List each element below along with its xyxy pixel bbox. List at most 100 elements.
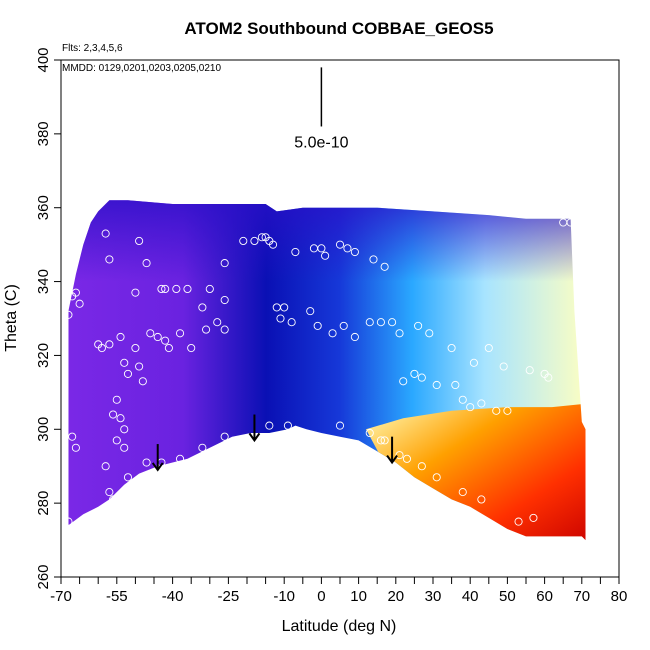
data-point <box>280 303 289 312</box>
y-tick-label: 320 <box>35 343 52 368</box>
x-axis-label: Latitude (deg N) <box>282 618 397 635</box>
data-point <box>335 421 345 430</box>
x-tick-label: -70 <box>50 588 72 605</box>
data-point <box>432 380 441 390</box>
data-point <box>97 343 106 353</box>
y-tick-label: 380 <box>35 121 52 146</box>
data-point <box>161 336 170 345</box>
data-point <box>306 307 315 316</box>
data-point <box>198 443 207 452</box>
data-point <box>395 451 404 460</box>
data-point <box>380 262 389 271</box>
terrain-arrows <box>151 414 398 472</box>
arrow-head <box>151 462 164 472</box>
flights-note: Flts: 2,3,4,5,6 <box>62 43 123 54</box>
data-point <box>213 318 222 327</box>
arrow-head <box>386 454 398 465</box>
data-point <box>71 288 80 297</box>
data-point <box>153 332 162 342</box>
data-point <box>395 329 404 338</box>
data-point <box>109 410 118 419</box>
data-point <box>544 373 553 382</box>
y-axis-label: Theta (C) <box>3 284 20 352</box>
data-point <box>64 310 73 319</box>
data-point <box>376 318 385 327</box>
data-point <box>432 473 441 482</box>
data-point <box>369 255 378 264</box>
data-point <box>142 458 151 467</box>
data-point <box>161 284 170 294</box>
x-tick-label: 30 <box>425 588 442 605</box>
data-point <box>205 284 214 294</box>
data-point <box>116 332 125 342</box>
data-point <box>276 314 285 323</box>
data-point <box>123 473 133 482</box>
data-point <box>417 373 426 382</box>
x-tick-label: 70 <box>573 588 590 605</box>
x-tick-label: 10 <box>350 588 367 605</box>
x-axis: -70 -55 -40 -25 -10 0 10 20 30 40 50 60 70 80 <box>50 577 627 605</box>
data-point <box>131 288 140 297</box>
x-tick-label: 50 <box>499 588 516 605</box>
data-point <box>317 244 326 253</box>
data-point <box>425 329 434 338</box>
data-point <box>321 251 330 260</box>
data-point <box>458 395 467 404</box>
data-point <box>484 343 493 353</box>
data-point <box>71 443 80 452</box>
x-tick-label: -25 <box>218 588 240 605</box>
data-point <box>469 358 478 367</box>
x-tick-label: -10 <box>273 588 295 605</box>
data-point <box>220 295 229 305</box>
data-point <box>283 421 292 430</box>
y-tick-label: 280 <box>35 491 52 516</box>
data-point <box>339 321 348 330</box>
data-point <box>414 321 423 330</box>
data-point <box>142 259 151 268</box>
data-point <box>399 377 408 386</box>
data-point <box>64 517 73 526</box>
data-point <box>123 369 133 378</box>
data-point <box>109 495 118 504</box>
data-point <box>120 443 129 452</box>
x-tick-label: 60 <box>536 588 553 605</box>
data-point <box>116 414 125 423</box>
data-point <box>313 321 322 330</box>
data-point <box>477 495 486 504</box>
data-point <box>175 329 185 338</box>
data-point <box>499 362 508 371</box>
x-tick-label: -40 <box>162 588 184 605</box>
data-point <box>187 343 196 353</box>
data-point <box>529 513 538 522</box>
data-point <box>350 332 359 342</box>
data-point <box>343 244 352 253</box>
chart-title: ATOM2 Southbound COBBAE_GEOS5 <box>184 19 493 38</box>
data-point <box>202 325 211 334</box>
y-tick-label: 400 <box>35 47 52 72</box>
data-point <box>365 428 374 438</box>
data-point <box>239 236 248 245</box>
x-tick-label: -55 <box>106 588 128 605</box>
data-point <box>120 358 129 367</box>
field-layer <box>68 200 586 541</box>
data-point <box>120 425 129 434</box>
data-point <box>172 284 181 294</box>
field-upper-band <box>68 200 586 282</box>
data-point <box>220 432 229 441</box>
data-point <box>135 236 144 245</box>
data-point <box>198 303 207 312</box>
data-point <box>146 329 155 338</box>
data-point <box>105 340 114 349</box>
arrow-head <box>248 432 261 443</box>
scale-bar-label: 5.0e-10 <box>294 134 348 151</box>
data-point <box>417 462 426 471</box>
data-point <box>75 299 84 308</box>
data-point <box>265 421 274 430</box>
data-point <box>402 454 412 463</box>
data-point <box>157 284 166 294</box>
dates-note: MMDD: 0129,0201,0203,0205,0210 <box>62 63 221 74</box>
data-point <box>101 462 110 471</box>
data-point <box>112 436 121 445</box>
data-point <box>220 259 229 268</box>
y-tick-label: 300 <box>35 417 52 442</box>
